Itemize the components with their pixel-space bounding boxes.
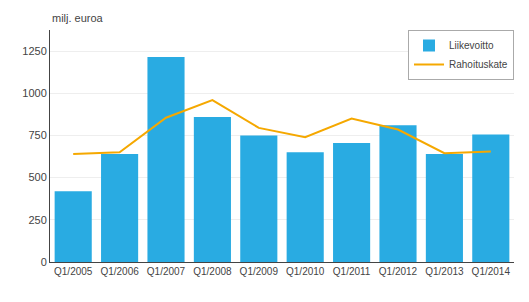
svg-text:Q1/2007: Q1/2007	[147, 266, 186, 277]
svg-text:Rahoituskate: Rahoituskate	[449, 59, 508, 70]
svg-text:250: 250	[28, 214, 46, 226]
svg-text:1250: 1250	[22, 45, 46, 57]
svg-text:Q1/2010: Q1/2010	[286, 266, 325, 277]
svg-text:Liikevoitto: Liikevoitto	[449, 40, 494, 51]
svg-text:Q1/2012: Q1/2012	[379, 266, 418, 277]
svg-text:milj. euroa: milj. euroa	[52, 12, 104, 24]
svg-text:500: 500	[28, 171, 46, 183]
svg-text:0: 0	[41, 256, 47, 268]
svg-text:Q1/2008: Q1/2008	[193, 266, 232, 277]
svg-text:Q1/2009: Q1/2009	[240, 266, 279, 277]
svg-text:750: 750	[28, 129, 46, 141]
svg-text:Q1/2005: Q1/2005	[54, 266, 93, 277]
svg-text:Q1/2013: Q1/2013	[425, 266, 464, 277]
svg-text:1000: 1000	[22, 87, 46, 99]
svg-text:Q1/2011: Q1/2011	[333, 266, 371, 277]
svg-text:Q1/2014: Q1/2014	[472, 266, 511, 277]
svg-text:Q1/2006: Q1/2006	[100, 266, 139, 277]
